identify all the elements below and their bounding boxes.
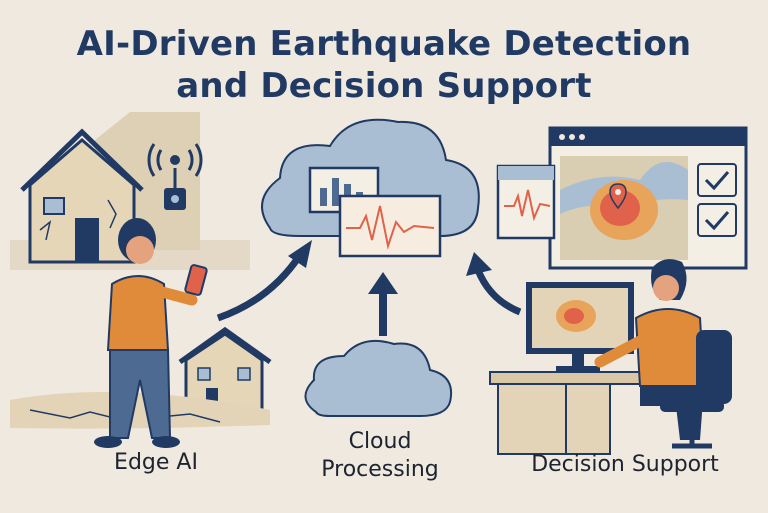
waveform-card (338, 194, 442, 258)
waveform-window (496, 164, 556, 240)
operator-person (594, 259, 706, 440)
computer-monitor (526, 282, 634, 372)
arrow-decision-to-cloud (466, 252, 522, 316)
arrow-edge-to-cloud (216, 240, 312, 322)
label-cloud-processing: Cloud Processing (300, 428, 460, 484)
office-chair (660, 330, 732, 449)
label-cloud-line-2: Processing (321, 457, 439, 482)
label-decision-support: Decision Support (531, 452, 719, 477)
person-with-phone (94, 218, 208, 448)
small-cloud (304, 340, 452, 417)
arrow-up (368, 272, 398, 336)
dashboard-window (548, 126, 748, 270)
label-cloud-line-1: Cloud (348, 429, 412, 454)
checkmark-icon-2 (697, 203, 737, 237)
title-line-1: AI-Driven Earthquake Detection (76, 24, 692, 64)
title-line-2: and Decision Support (176, 66, 592, 106)
map-pin-icon (609, 183, 627, 210)
checkmark-icon-1 (697, 163, 737, 197)
wifi-sensor-icon (147, 143, 203, 210)
bar-chart-card (308, 166, 380, 214)
label-edge-ai: Edge AI (114, 450, 198, 475)
